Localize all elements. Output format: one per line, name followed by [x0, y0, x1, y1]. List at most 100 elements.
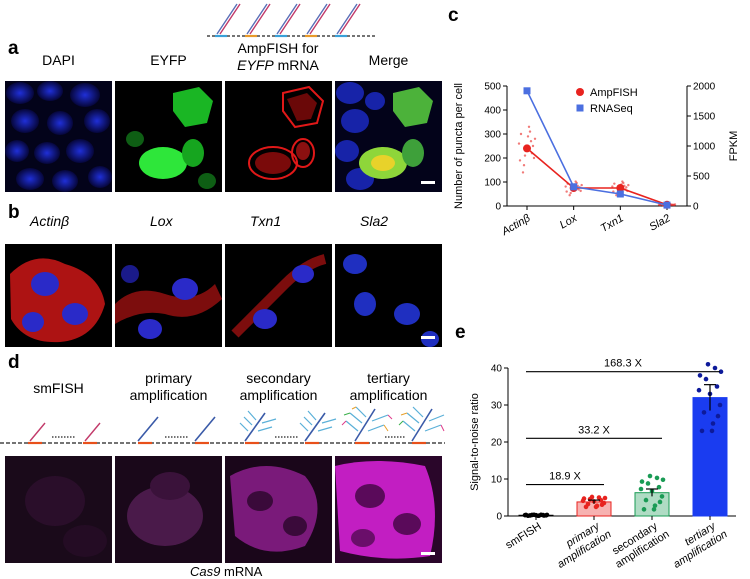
ytick-left-label: 300: [484, 130, 501, 141]
ytick-right-label: 0: [693, 202, 699, 213]
xtick-label: secondaryamplification: [606, 517, 671, 571]
stage-title-primary: primary amplification: [115, 370, 222, 404]
scale-bar: [421, 336, 435, 339]
bar-point: [718, 369, 724, 374]
bar-point: [596, 495, 602, 500]
data-point-jitter: [658, 203, 662, 207]
series-marker-rnaseq: [616, 190, 624, 198]
image-smfish: [5, 456, 112, 563]
data-point-jitter: [519, 132, 523, 136]
bar-point: [593, 504, 599, 510]
comparison-label: 33.2 X: [578, 424, 610, 436]
bar-point: [599, 502, 605, 508]
legend-label-ampfish: AmpFISH: [590, 87, 638, 99]
bar-point: [656, 484, 662, 490]
ytick-left-label: 200: [484, 154, 501, 165]
data-point-jitter: [580, 183, 583, 187]
col-title-eyfp: EYFP: [150, 52, 187, 68]
bar-point: [714, 384, 720, 389]
image-lox: [115, 244, 222, 347]
bar-point: [703, 376, 709, 382]
xtick-label-line: smFISH: [504, 520, 544, 551]
data-point-jitter: [526, 135, 530, 138]
series-marker-ampfish: [523, 144, 531, 153]
panel-e-label: e: [455, 322, 466, 343]
bar-point: [697, 373, 703, 378]
ytick-left-label: 0: [495, 202, 501, 213]
col-title-merge: Merge: [368, 52, 409, 68]
data-point-jitter: [522, 164, 526, 167]
bar-point: [654, 475, 660, 481]
bar-point: [522, 512, 528, 518]
bar-point: [701, 410, 707, 415]
bar-point: [696, 387, 702, 393]
bar-point: [602, 495, 608, 501]
bar-point: [709, 428, 715, 434]
stage-title-smfish: smFISH: [33, 380, 84, 396]
data-point-jitter: [625, 186, 628, 189]
xtick-label: Sla2: [647, 212, 672, 233]
data-point-jitter: [528, 130, 532, 133]
bar-point: [638, 486, 644, 492]
ytick-label: 30: [491, 401, 503, 412]
image-merge: [335, 81, 442, 192]
ytick-left-label: 400: [484, 106, 501, 117]
bar-point: [641, 507, 647, 512]
image-eyfp: [115, 81, 222, 192]
data-point-jitter: [613, 182, 616, 185]
xtick-label: tertiaryamplification: [664, 517, 729, 571]
panel-d-label: d: [8, 352, 20, 373]
gene-title-txn1: Txn1: [250, 213, 282, 229]
xtick-label: Lox: [558, 212, 580, 232]
gene-title-lox: Lox: [150, 213, 173, 229]
image-ampfish-eyfp: [225, 81, 332, 192]
amplification-schematics: [0, 406, 445, 445]
bar-3: [692, 397, 728, 517]
ytick-right-label: 1000: [693, 142, 716, 153]
data-point-jitter: [523, 154, 527, 157]
bar-point: [583, 504, 589, 510]
bar-point: [587, 496, 593, 502]
col-title-dapi: DAPI: [42, 52, 75, 68]
data-point-jitter: [673, 203, 677, 206]
xtick-label: smFISH: [504, 520, 544, 551]
data-point-jitter: [518, 159, 522, 162]
bar-point: [657, 499, 663, 505]
image-txn1: [225, 244, 332, 347]
ytick-label: 20: [491, 438, 503, 449]
xtick-label: Actinβ: [499, 212, 533, 239]
legend-marker-ampfish: [576, 88, 584, 96]
image-tertiary: [335, 456, 442, 563]
bar-point: [645, 481, 651, 486]
panel-d-caption: Cas9 mRNA: [190, 565, 262, 578]
gene-title-actin: Actinβ: [30, 213, 70, 229]
data-point-jitter: [611, 185, 614, 188]
ampfish-title-mrna: mRNA: [277, 57, 319, 73]
comparison-label: 18.9 X: [549, 471, 581, 483]
ylabel-left: Number of puncta per cell: [453, 83, 465, 209]
data-point-jitter: [565, 190, 568, 193]
bar-point: [712, 365, 718, 371]
data-point-jitter: [622, 181, 625, 185]
series-line-ampfish: [526, 147, 668, 206]
primary-line2: amplification: [129, 387, 208, 403]
bar-point: [659, 494, 665, 499]
legend-label-rnaseq: RNASeq: [590, 103, 633, 115]
ylabel: Signal-to-noise ratio: [469, 393, 481, 491]
bar-point: [652, 503, 658, 508]
data-point-jitter: [564, 185, 567, 188]
primary-line1: primary: [145, 370, 192, 386]
ytick-left-label: 500: [484, 82, 501, 93]
ampfish-title-gene: EYFP: [237, 57, 274, 73]
image-dapi: [5, 81, 112, 192]
series-marker-rnaseq: [523, 87, 531, 95]
col-title-ampfish: AmpFISH for EYFP mRNA: [222, 40, 334, 74]
bar-point: [710, 421, 716, 426]
gene-title-sla2: Sla2: [360, 213, 389, 229]
ytick-label: 0: [496, 512, 502, 523]
secondary-line2: amplification: [239, 387, 318, 403]
image-primary: [115, 456, 222, 563]
stage-title-secondary: secondary amplification: [225, 370, 332, 404]
series-line-rnaseq: [526, 90, 668, 206]
ylabel-right: FPKM: [728, 131, 740, 162]
